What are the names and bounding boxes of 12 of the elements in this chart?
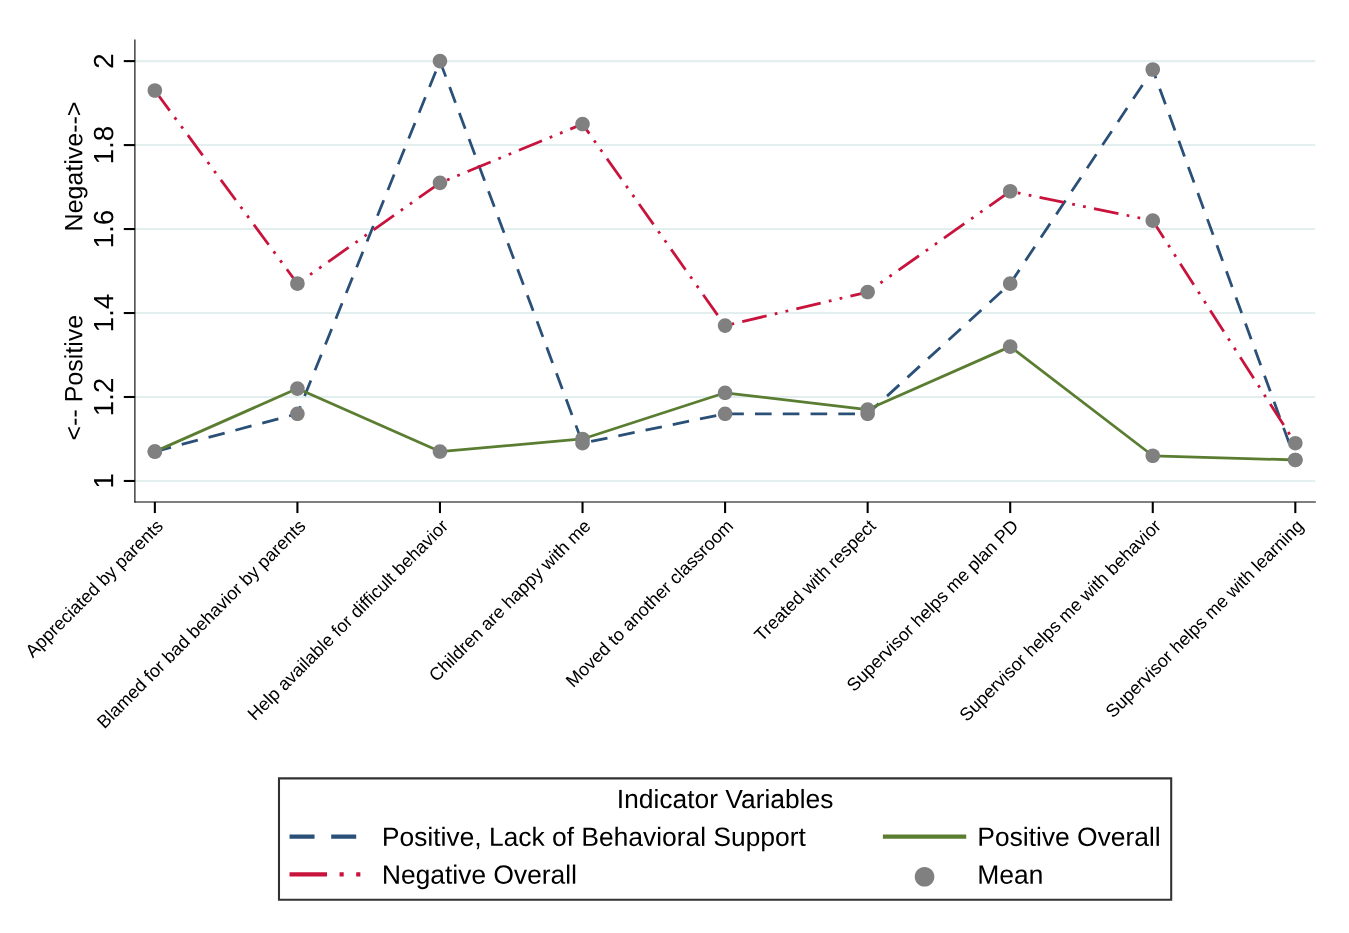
y-axis-title: <-- Positive Negative--> <box>64 102 88 440</box>
legend-title: Indicator Variables <box>619 788 833 809</box>
legend-label: Positive Overall <box>979 826 1159 847</box>
legend-label: Positive, Lack of Behavioral Support <box>384 826 806 852</box>
y-tick-label: 1.6 <box>93 210 114 247</box>
y-tick-label: 1.8 <box>93 126 114 163</box>
y-tick-label: 1 <box>94 474 114 487</box>
legend-label: Negative Overall <box>384 864 576 890</box>
y-tick-label: 1.2 <box>93 379 114 415</box>
legend-label: Mean <box>979 865 1042 884</box>
y-tick-label: 2 <box>93 54 114 68</box>
y-tick-label: 1.4 <box>94 294 114 331</box>
